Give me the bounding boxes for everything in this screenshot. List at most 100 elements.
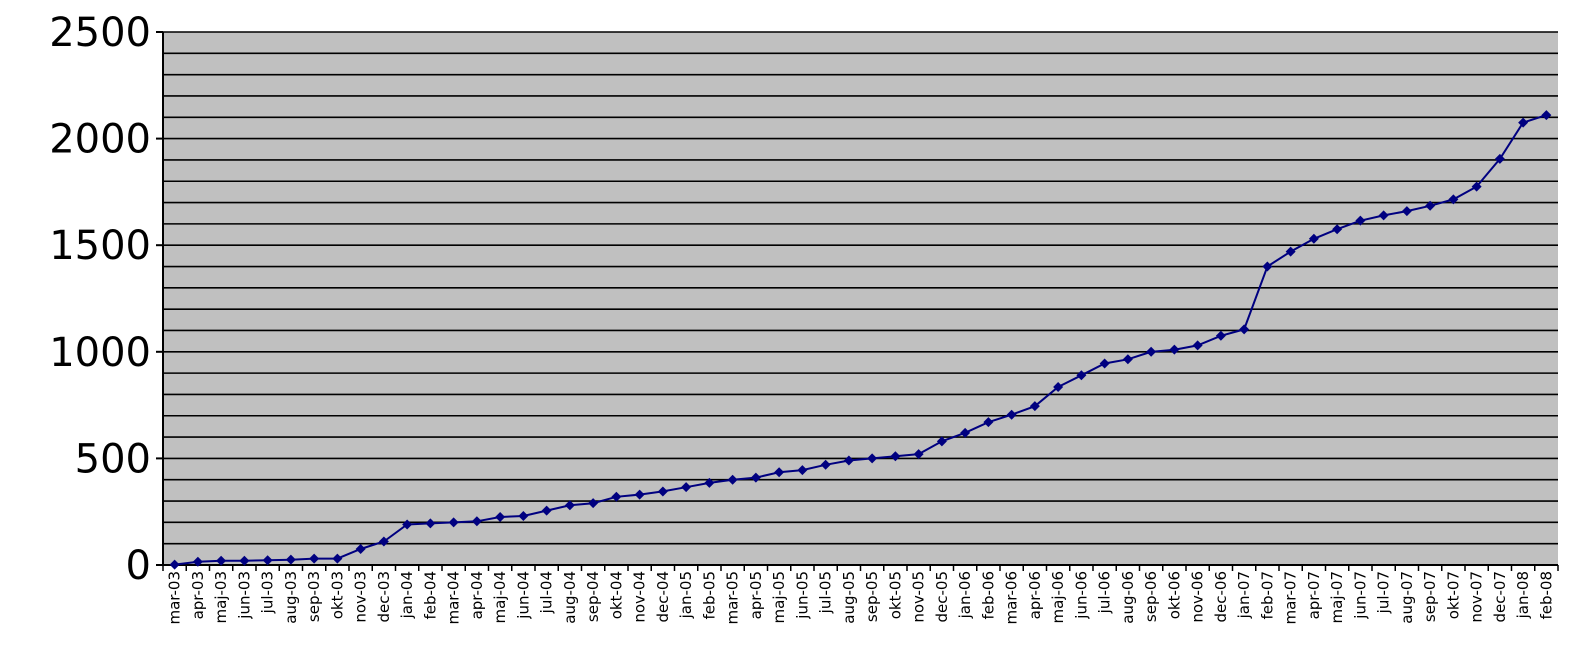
x-tick-label: feb-07: [1258, 571, 1276, 620]
data-point: [285, 554, 296, 565]
x-tick-label: dec-04: [654, 571, 672, 623]
x-tick-label: jun-07: [1351, 571, 1369, 620]
x-tick-label: dec-03: [375, 571, 393, 623]
data-point: [1448, 194, 1459, 205]
data-point: [797, 465, 808, 476]
data-point: [1053, 381, 1064, 392]
x-tick-label: sep-03: [305, 571, 323, 622]
data-point: [867, 453, 878, 464]
data-point: [983, 417, 994, 428]
data-point: [1355, 215, 1366, 226]
data-point: [239, 555, 250, 566]
x-tick-label: aug-03: [282, 571, 300, 624]
x-tick-label: jun-03: [235, 571, 253, 620]
data-point: [425, 518, 436, 529]
data-point: [332, 553, 343, 564]
data-point: [355, 544, 366, 555]
y-tick-label: 0: [126, 543, 151, 589]
data-point: [1285, 246, 1296, 257]
data-point: [402, 519, 413, 530]
x-tick-label: nov-06: [1189, 571, 1207, 623]
x-tick-label: jul-06: [1096, 571, 1114, 614]
x-tick-label: sep-05: [863, 571, 881, 622]
data-point: [1146, 346, 1157, 357]
x-tick-label: jul-03: [259, 571, 277, 614]
series-group: [169, 110, 1552, 570]
data-point: [192, 556, 203, 567]
x-tick-label: jan-05: [677, 571, 695, 619]
x-tick-label: okt-03: [328, 571, 346, 619]
data-point: [750, 472, 761, 483]
data-point: [378, 536, 389, 547]
x-tick-label: nov-04: [631, 571, 649, 623]
series-line: [174, 114, 1547, 566]
x-tick-label: sep-06: [1142, 571, 1160, 622]
data-point: [1076, 370, 1087, 381]
x-tick-label: aug-04: [561, 571, 579, 624]
data-point: [913, 449, 924, 460]
x-tick-label: jan-06: [956, 571, 974, 619]
x-tick-label: sep-07: [1421, 571, 1439, 622]
x-tick-label: jan-08: [1514, 571, 1532, 619]
x-tick-label: dec-05: [933, 571, 951, 623]
x-tick-label: mar-06: [1003, 571, 1021, 625]
x-tick-label: feb-04: [421, 571, 439, 620]
x-tick-label: sep-04: [584, 571, 602, 622]
x-tick-label: jun-05: [793, 571, 811, 620]
data-point: [1262, 261, 1273, 272]
data-point: [216, 555, 227, 566]
y-tick-label: 2000: [49, 117, 151, 163]
y-tick-label: 500: [75, 436, 151, 482]
x-tick-label: dec-07: [1491, 571, 1509, 623]
data-point: [1308, 233, 1319, 244]
data-point: [1029, 401, 1040, 412]
data-point: [843, 455, 854, 466]
data-point: [495, 512, 506, 523]
x-tick-label: apr-03: [189, 571, 207, 619]
x-tick-label: okt-06: [1165, 571, 1183, 619]
x-tick-label: apr-04: [468, 571, 486, 619]
x-tick-label: dec-06: [1212, 571, 1230, 623]
x-tick-label: jul-04: [538, 571, 556, 614]
gridlines: [163, 31, 1558, 545]
data-point: [611, 491, 622, 502]
x-tick-label: apr-05: [747, 571, 765, 619]
data-point: [1192, 340, 1203, 351]
data-point: [541, 505, 552, 516]
data-point: [1122, 354, 1133, 365]
data-point: [564, 500, 575, 511]
data-point: [1169, 344, 1180, 355]
y-tick-label: 1500: [49, 223, 151, 269]
x-tick-label: nov-07: [1468, 571, 1486, 623]
x-tick-label: maj-06: [1049, 571, 1067, 623]
data-point: [169, 559, 180, 570]
y-tick-label: 2500: [49, 10, 151, 56]
data-point: [1215, 330, 1226, 341]
x-tick-label: feb-08: [1537, 571, 1555, 620]
data-point: [1494, 153, 1505, 164]
data-point: [518, 510, 529, 521]
x-tick-label: maj-04: [491, 571, 509, 623]
x-tick-label: aug-06: [1119, 571, 1137, 624]
data-point: [704, 477, 715, 488]
data-point: [1425, 200, 1436, 211]
data-point: [774, 467, 785, 478]
x-tick-label: aug-05: [840, 571, 858, 624]
x-tick-label: mar-03: [166, 571, 184, 625]
data-point: [1518, 117, 1529, 128]
data-point: [681, 482, 692, 493]
x-tick-label: nov-03: [352, 571, 370, 623]
x-tick-label: feb-05: [700, 571, 718, 620]
data-point: [820, 459, 831, 470]
x-tick-label: okt-04: [607, 571, 625, 619]
x-axis-ticks: mar-03 apr-03 maj-03 jun-03 jul-03 aug-03 sep-…: [162, 565, 1559, 625]
x-tick-label: maj-03: [212, 571, 230, 623]
data-point: [634, 489, 645, 500]
data-point: [1239, 324, 1250, 335]
data-point: [448, 517, 459, 528]
data-point: [727, 474, 738, 485]
data-point: [588, 498, 599, 509]
data-point: [1541, 110, 1552, 121]
x-tick-label: okt-07: [1444, 571, 1462, 619]
